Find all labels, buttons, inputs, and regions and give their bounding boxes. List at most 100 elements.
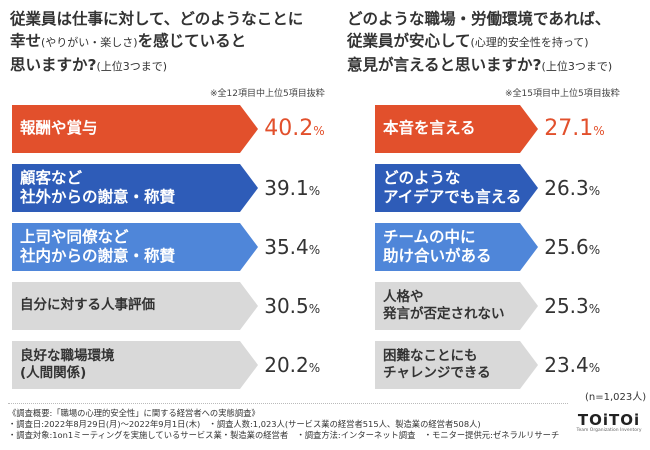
left-bar-value-number: 35.4 [264,235,309,259]
left-bar-value-1: 40.2% [264,118,324,140]
left-bar-3 [12,223,240,271]
left-bar-value-percent: % [308,184,321,198]
survey-overview: 《調査概要:「職場の心理的安全性」に関する経営者への実態調査》 ・調査日:202… [8,408,559,441]
left-bar-label-3: 上司や同僚など 社内からの謝意・称賛 [20,228,175,267]
left-bar-4 [12,282,240,330]
left-bar-value-2: 39.1% [264,178,320,198]
right-bar-4 [375,282,520,330]
right-bar-row: 人格や 発言が否定されない 25.3% [375,282,650,330]
left-bar-value-percent: % [308,243,321,257]
right-bar-label-3: チームの中に 助け合いがある [383,228,492,267]
left-bar-arrow-3 [240,223,258,271]
left-question-paren: (やりがい・楽しさ) [41,36,138,49]
left-bar-arrow-4 [240,282,258,330]
right-bar-value-3: 25.6% [544,237,600,257]
right-bar-label-line: 発言が否定されない [383,306,505,322]
left-bar-label-line: (人間関係) [20,365,87,381]
right-bar-3 [375,223,520,271]
right-question-text: 従業員が安心して [347,32,471,50]
left-bar-2 [12,164,240,212]
survey-overview-line-1: ・調査日:2022年8月29日(月)〜2022年9月1日(木) ・調査人数:1,… [8,419,481,429]
right-question-top3: (上位3つまで) [541,60,613,73]
right-bar-arrow-3 [520,223,538,271]
right-bar-label-line: アイデアでも言える [383,188,522,206]
right-question-line-3: 意見が言えると思いますか?(上位3つまで) [347,54,612,78]
left-bar-label-line: 自分に対する人事評価 [20,297,155,314]
right-chart: 本音を言える 27.1% どのような アイデアでも言える 26.3% チームの中に 助け合い… [375,105,650,389]
right-bar-label-line: チャレンジできる [383,365,491,381]
left-bar-label-5: 良好な職場環境 (人間関係) [20,348,115,383]
right-bar-value-5: 23.4% [544,355,600,375]
left-bar-label-line: 社内からの謝意・称賛 [20,247,176,265]
right-bar-row: 困難なことにも チャレンジできる 23.4% [375,341,650,389]
right-bar-row: どのような アイデアでも言える 26.3% [375,164,650,212]
right-question-end: 意見が言えると思いますか? [347,56,542,74]
right-bar-value-percent: % [588,184,601,198]
left-bar-row: 自分に対する人事評価 30.5% [12,282,337,330]
right-bar-label-5: 困難なことにも チャレンジできる [383,348,491,383]
right-bar-arrow-2 [520,164,538,212]
survey-overview-title: 《調査概要:「職場の心理的安全性」に関する経営者への実態調査》 [8,408,260,418]
left-bar-arrow-2 [240,164,258,212]
right-bar-label-line: チームの中に [383,227,476,246]
left-bar-row: 上司や同僚など 社内からの謝意・称賛 35.4% [12,223,337,271]
right-bar-label-line: 困難なことにも [383,347,478,364]
left-bar-value-number: 20.2 [264,353,309,377]
right-bar-row: チームの中に 助け合いがある 25.6% [375,223,650,271]
right-bar-value-percent: % [588,361,601,375]
left-bar-value-number: 39.1 [264,176,309,200]
right-bar-value-number: 25.3 [544,294,589,318]
right-bar-value-number: 23.4 [544,353,589,377]
toitoi-logo: TOiTOi Team Organization Inventory [574,412,644,444]
left-chart: 報酬や賞与 40.2% 顧客など 社外からの謝意・称賛 39.1% 上司や同僚など 社内から… [12,105,337,389]
right-bar-value-number: 27.1 [544,116,594,141]
left-bar-value-5: 20.2% [264,355,320,375]
left-bar-5 [12,341,240,389]
right-bar-label-1: 本音を言える [383,119,476,139]
logo-wordmark: TOiTOi [577,411,641,429]
left-question-word-happiness: 幸せ [10,32,42,50]
left-bar-value-percent: % [308,302,321,316]
left-bar-row: 顧客など 社外からの謝意・称賛 39.1% [12,164,337,212]
right-bar-value-number: 25.6 [544,235,589,259]
right-bar-row: 本音を言える 27.1% [375,105,650,153]
footer-divider [8,403,568,404]
right-bar-value-percent: % [588,302,601,316]
left-bar-arrow-1 [240,105,258,153]
right-bar-5 [375,341,520,389]
right-bar-value-1: 27.1% [544,118,604,140]
right-question-paren: (心理的安全性を持って) [470,36,589,49]
left-question-end: 思いますか? [10,56,97,74]
left-bar-row: 報酬や賞与 40.2% [12,105,337,153]
right-bar-label-4: 人格や 発言が否定されない [383,289,505,324]
logo-tagline: Team Organization Inventory [576,428,642,433]
right-bar-2 [375,164,520,212]
right-bar-label-line: 本音を言える [383,119,476,138]
left-bar-value-percent: % [313,124,325,138]
left-bar-row: 良好な職場環境 (人間関係) 20.2% [12,341,337,389]
right-bar-1 [375,105,520,153]
left-bar-value-number: 30.5 [264,294,309,318]
left-bar-value-4: 30.5% [264,296,320,316]
survey-overview-line-2: ・調査対象:1on1ミーティングを実施しているサービス業・製造業の経営者 ・調査… [8,430,560,440]
right-bar-arrow-1 [520,105,538,153]
right-bar-value-number: 26.3 [544,176,589,200]
left-question-line-3: 思いますか?(上位3つまで) [10,54,303,78]
right-bar-label-line: どのような [383,168,461,187]
left-bar-label-line: 良好な職場環境 [20,347,115,364]
right-bar-arrow-4 [520,282,538,330]
left-question: 従業員は仕事に対して、どのようなことに 幸せ(やりがい・楽しさ)を感じていると … [10,8,303,78]
right-bar-value-percent: % [593,124,605,138]
right-question-line-1: どのような職場・労働環境であれば、 [347,10,611,28]
left-question-line-2: 幸せ(やりがい・楽しさ)を感じていると [10,30,303,54]
left-bar-value-number: 40.2 [264,116,314,141]
left-bar-label-line: 社外からの謝意・称賛 [20,188,176,206]
left-bar-label-line: 顧客など [20,168,83,187]
right-bar-label-2: どのような アイデアでも言える [383,169,521,208]
left-bar-label-line: 報酬や賞与 [20,119,98,138]
left-bar-value-3: 35.4% [264,237,320,257]
right-bar-label-line: 人格や [383,288,424,305]
right-bar-value-2: 26.3% [544,178,600,198]
left-bar-label-1: 報酬や賞与 [20,119,98,139]
right-note: ※全15項目中上位5項目抜粋 [505,89,620,99]
